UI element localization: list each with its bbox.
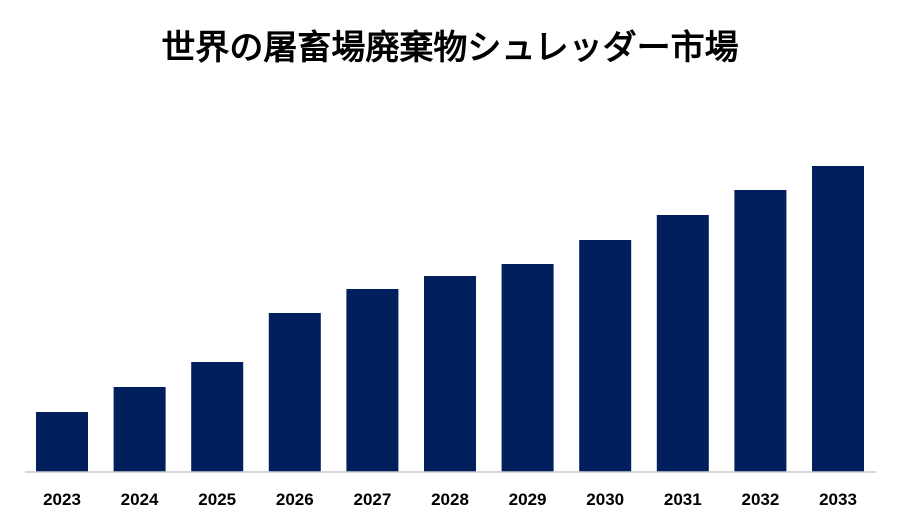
bar-2024 [113, 387, 166, 472]
x-tick-label: 2024 [121, 490, 159, 509]
x-tick-label: 2031 [664, 490, 702, 509]
x-tick-labels: 2023 2024 2025 2026 2027 2028 2029 2030 2031 2032… [43, 490, 857, 509]
bar-2025 [191, 362, 244, 472]
bar-2029 [501, 264, 554, 472]
x-tick-label: 2027 [353, 490, 391, 509]
x-tick-label: 2026 [276, 490, 314, 509]
x-tick-label: 2028 [431, 490, 469, 509]
x-tick-label: 2023 [43, 490, 81, 509]
bar-2028 [424, 276, 476, 472]
bar-2033 [812, 166, 864, 472]
x-tick-label: 2029 [509, 490, 547, 509]
x-tick-label: 2025 [198, 490, 236, 509]
x-tick-label: 2030 [586, 490, 624, 509]
x-tick-label: 2033 [819, 490, 857, 509]
x-tick-label: 2032 [741, 490, 779, 509]
bar-2030 [579, 240, 632, 472]
bar-2023 [36, 412, 88, 472]
bar-2032 [734, 190, 787, 472]
chart-title: 世界の屠畜場廃棄物シュレッダー市場 [161, 28, 739, 68]
bar-2031 [656, 215, 709, 472]
bars-group [36, 166, 864, 472]
bar-2026 [268, 313, 321, 472]
bar-2027 [346, 289, 399, 472]
